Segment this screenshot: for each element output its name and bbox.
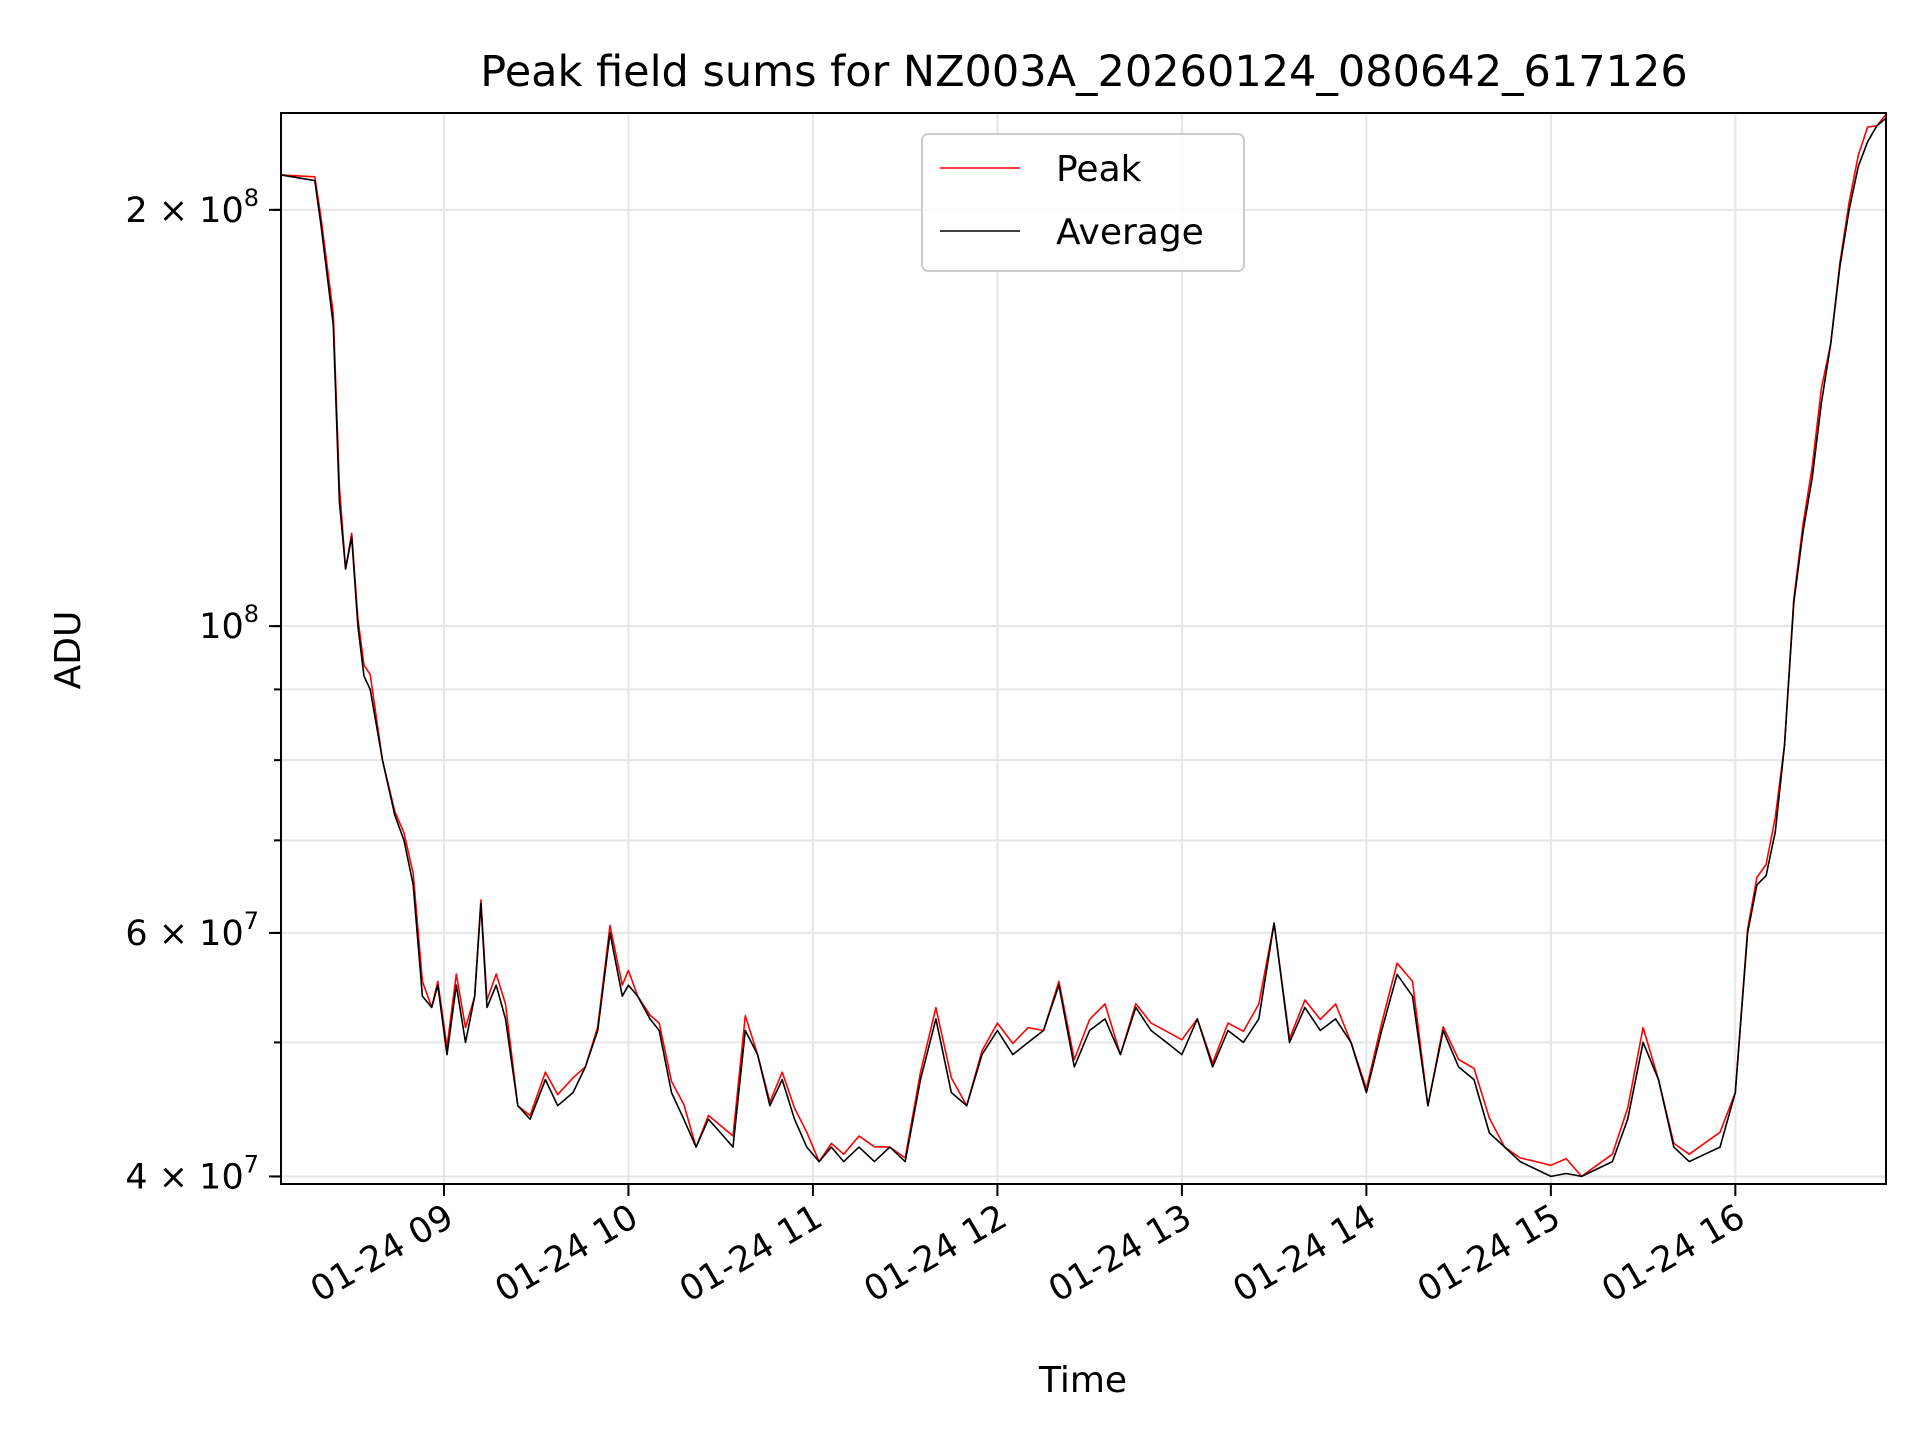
plot-frame: [280, 112, 1887, 1185]
average-line: [280, 117, 1887, 1178]
y-axis-label: ADU: [48, 611, 89, 690]
chart-title: Peak field sums for NZ003A_20260124_0806…: [480, 47, 1687, 97]
series-average: [280, 117, 1887, 1178]
y-tick-label: 108: [199, 600, 259, 647]
y-tick-label: 2 × 108: [125, 184, 259, 231]
grid: [281, 113, 1886, 1184]
legend-label-peak: Peak: [1056, 149, 1142, 190]
x-axis-label: Time: [1038, 1360, 1127, 1401]
y-axis: 4 × 107 6 × 107 108 2 × 108: [125, 184, 281, 1197]
y-tick-label: 4 × 107: [125, 1150, 259, 1197]
legend-label-average: Average: [1056, 212, 1204, 253]
legend: Peak Average: [921, 133, 1245, 272]
y-tick-label: 6 × 107: [125, 907, 259, 954]
